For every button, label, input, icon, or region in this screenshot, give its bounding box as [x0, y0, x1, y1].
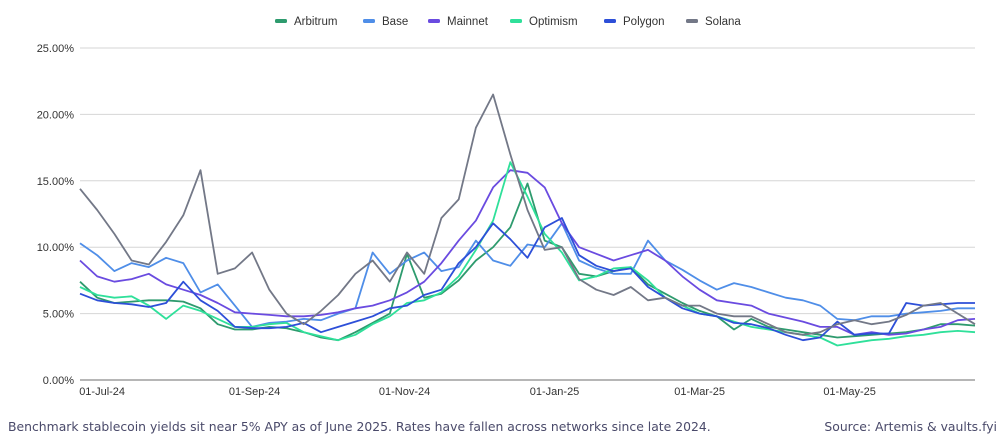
- legend-swatch: [510, 19, 522, 23]
- x-tick-label: 01-Mar-25: [674, 386, 725, 398]
- legend: Arbitrum Base Mainnet Optimism Polygon Solana: [275, 16, 741, 28]
- gridlines: [80, 47, 975, 315]
- chart-caption: Benchmark stablecoin yields sit near 5% …: [8, 419, 711, 434]
- y-tick-label: 15.00%: [37, 176, 75, 188]
- y-tick-label: 10.00%: [37, 242, 75, 254]
- legend-swatch: [686, 19, 698, 23]
- legend-swatch: [604, 19, 616, 23]
- legend-item-base[interactable]: Base: [363, 16, 408, 28]
- x-tick-label: 01-Jul-24: [79, 386, 125, 398]
- legend-label: Mainnet: [447, 16, 489, 28]
- y-tick-label: 20.00%: [37, 109, 75, 121]
- line-chart: Arbitrum Base Mainnet Optimism Polygon Solana…: [37, 16, 976, 398]
- y-tick-label: 5.00%: [43, 309, 74, 321]
- y-tick-label: 25.00%: [37, 43, 75, 55]
- series-line-optimism: [79, 161, 976, 347]
- legend-item-mainnet[interactable]: Mainnet: [428, 16, 489, 28]
- legend-label: Base: [382, 16, 408, 28]
- series-line-polygon: [79, 217, 975, 342]
- legend-label: Solana: [705, 16, 741, 28]
- legend-swatch: [363, 19, 375, 23]
- y-tick-label: 0.00%: [43, 375, 74, 387]
- series-line-mainnet: [79, 169, 976, 336]
- legend-item-solana[interactable]: Solana: [686, 16, 741, 28]
- legend-label: Polygon: [623, 16, 665, 28]
- legend-swatch: [275, 19, 287, 23]
- x-tick-label: 01-Sep-24: [229, 386, 280, 398]
- x-tick-label: 01-May-25: [823, 386, 876, 398]
- legend-label: Arbitrum: [294, 16, 337, 28]
- series-line-solana: [79, 93, 976, 336]
- source-note: Source: Artemis & vaults.fyi: [824, 419, 997, 434]
- x-tick-label: 01-Nov-24: [379, 386, 430, 398]
- series-lines: [79, 93, 976, 347]
- series-line-base: [79, 222, 975, 328]
- legend-label: Optimism: [529, 16, 578, 28]
- legend-swatch: [428, 19, 440, 23]
- legend-item-optimism[interactable]: Optimism: [510, 16, 578, 28]
- x-tick-label: 01-Jan-25: [530, 386, 580, 398]
- x-axis-ticks: 01-Jul-24 01-Sep-24 01-Nov-24 01-Jan-25 01-M…: [79, 386, 876, 398]
- legend-item-polygon[interactable]: Polygon: [604, 16, 665, 28]
- legend-item-arbitrum[interactable]: Arbitrum: [275, 16, 337, 28]
- y-axis-ticks: 0.00% 5.00% 10.00% 15.00% 20.00% 25.00%: [37, 43, 75, 387]
- series-line-arbitrum: [79, 182, 976, 342]
